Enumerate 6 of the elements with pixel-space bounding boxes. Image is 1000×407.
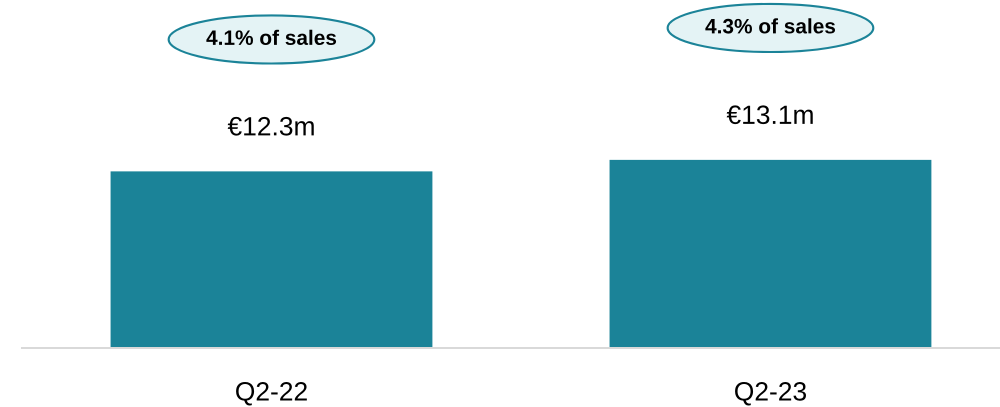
text: 4.1% of sales xyxy=(206,30,336,46)
x-tick-label: Q2-22 xyxy=(236,382,307,406)
data-label: €13.1m xyxy=(726,105,813,124)
data-label: €12.3m xyxy=(228,116,314,136)
x-tick-label: Q2-23 xyxy=(735,382,806,406)
text: 4.3% of sales xyxy=(705,18,836,34)
